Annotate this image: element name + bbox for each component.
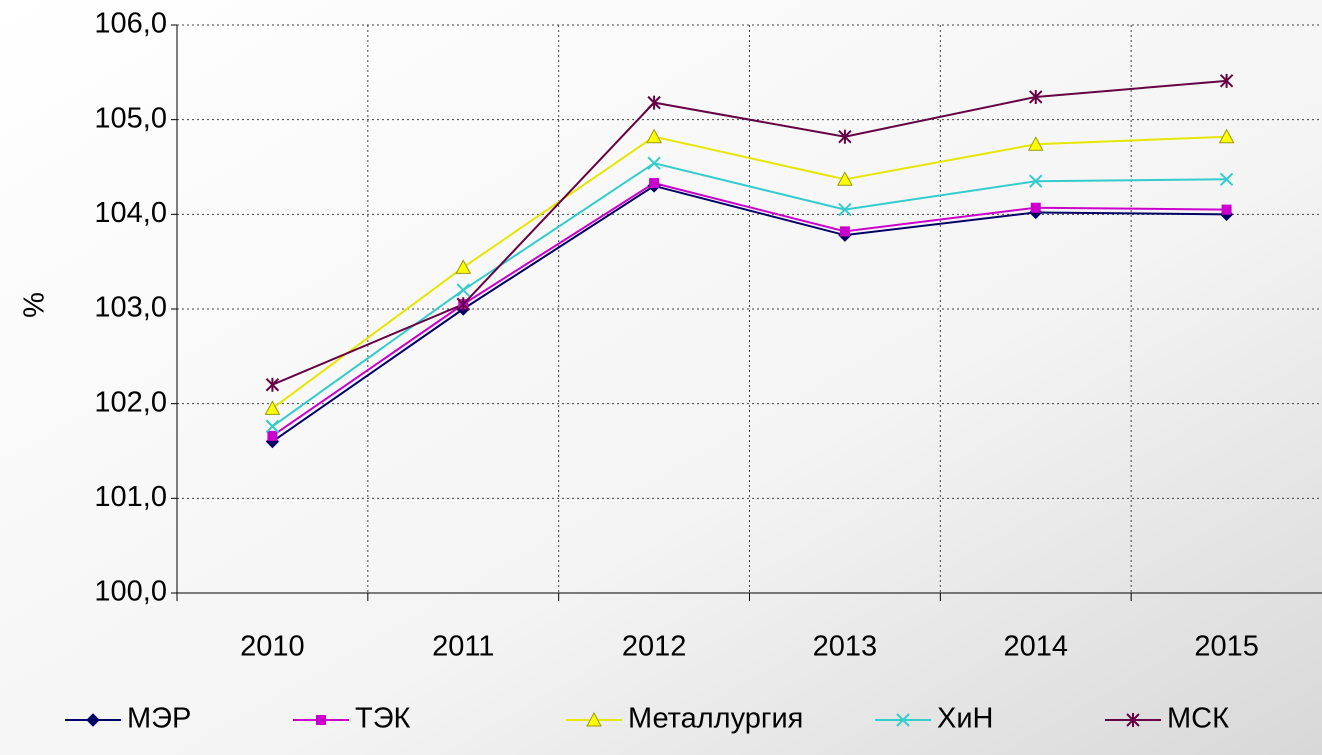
legend-marker xyxy=(1126,713,1140,727)
data-point xyxy=(1219,73,1234,88)
data-point xyxy=(1029,174,1043,188)
data-point xyxy=(265,377,280,392)
data-point xyxy=(1030,202,1041,213)
legend-label: МЭР xyxy=(127,703,191,735)
y-tick-label: 102,0 xyxy=(94,386,167,418)
data-point xyxy=(264,400,281,415)
data-point xyxy=(456,297,470,312)
data-point xyxy=(647,95,661,110)
y-tick-label: 106,0 xyxy=(94,8,167,40)
legend-label: МСК xyxy=(1167,703,1229,735)
data-point xyxy=(1219,172,1234,187)
data-point xyxy=(456,283,470,297)
x-tick-label: 2011 xyxy=(432,631,494,663)
y-axis-label: % xyxy=(19,292,51,318)
data-point xyxy=(837,171,853,186)
data-point xyxy=(267,430,278,441)
data-point xyxy=(838,129,852,144)
data-point xyxy=(455,259,472,274)
legend-label: ХиН xyxy=(937,703,994,735)
data-point xyxy=(1029,89,1043,104)
data-point xyxy=(647,156,661,170)
series-line xyxy=(271,162,1227,428)
data-point xyxy=(1027,136,1044,151)
x-tick-label: 2010 xyxy=(240,631,305,663)
legend-marker xyxy=(86,713,100,727)
x-tick-label: 2014 xyxy=(1003,631,1068,663)
y-tick-label: 104,0 xyxy=(94,197,167,229)
x-tick-label: 2013 xyxy=(813,631,878,663)
data-point xyxy=(649,178,660,189)
x-tick-label: 2012 xyxy=(622,631,687,663)
data-point xyxy=(1221,204,1232,215)
legend-marker xyxy=(896,713,910,727)
x-tick-label: 2015 xyxy=(1194,631,1259,663)
legend-marker xyxy=(586,711,602,727)
y-tick-label: 101,0 xyxy=(94,481,167,513)
legend-label: ТЭК xyxy=(355,703,411,735)
series-line xyxy=(271,135,1227,410)
data-point xyxy=(1218,128,1235,144)
series-line xyxy=(272,79,1227,386)
legend-label: Металлургия xyxy=(628,703,803,735)
series-line xyxy=(271,182,1227,437)
data-point xyxy=(839,226,850,237)
y-tick-label: 103,0 xyxy=(94,292,167,324)
y-tick-label: 105,0 xyxy=(94,102,167,134)
data-point xyxy=(646,128,662,144)
data-point xyxy=(265,419,280,434)
y-tick-label: 100,0 xyxy=(94,576,167,608)
series-line xyxy=(271,184,1227,443)
data-point xyxy=(838,202,852,217)
legend-marker xyxy=(316,715,326,725)
